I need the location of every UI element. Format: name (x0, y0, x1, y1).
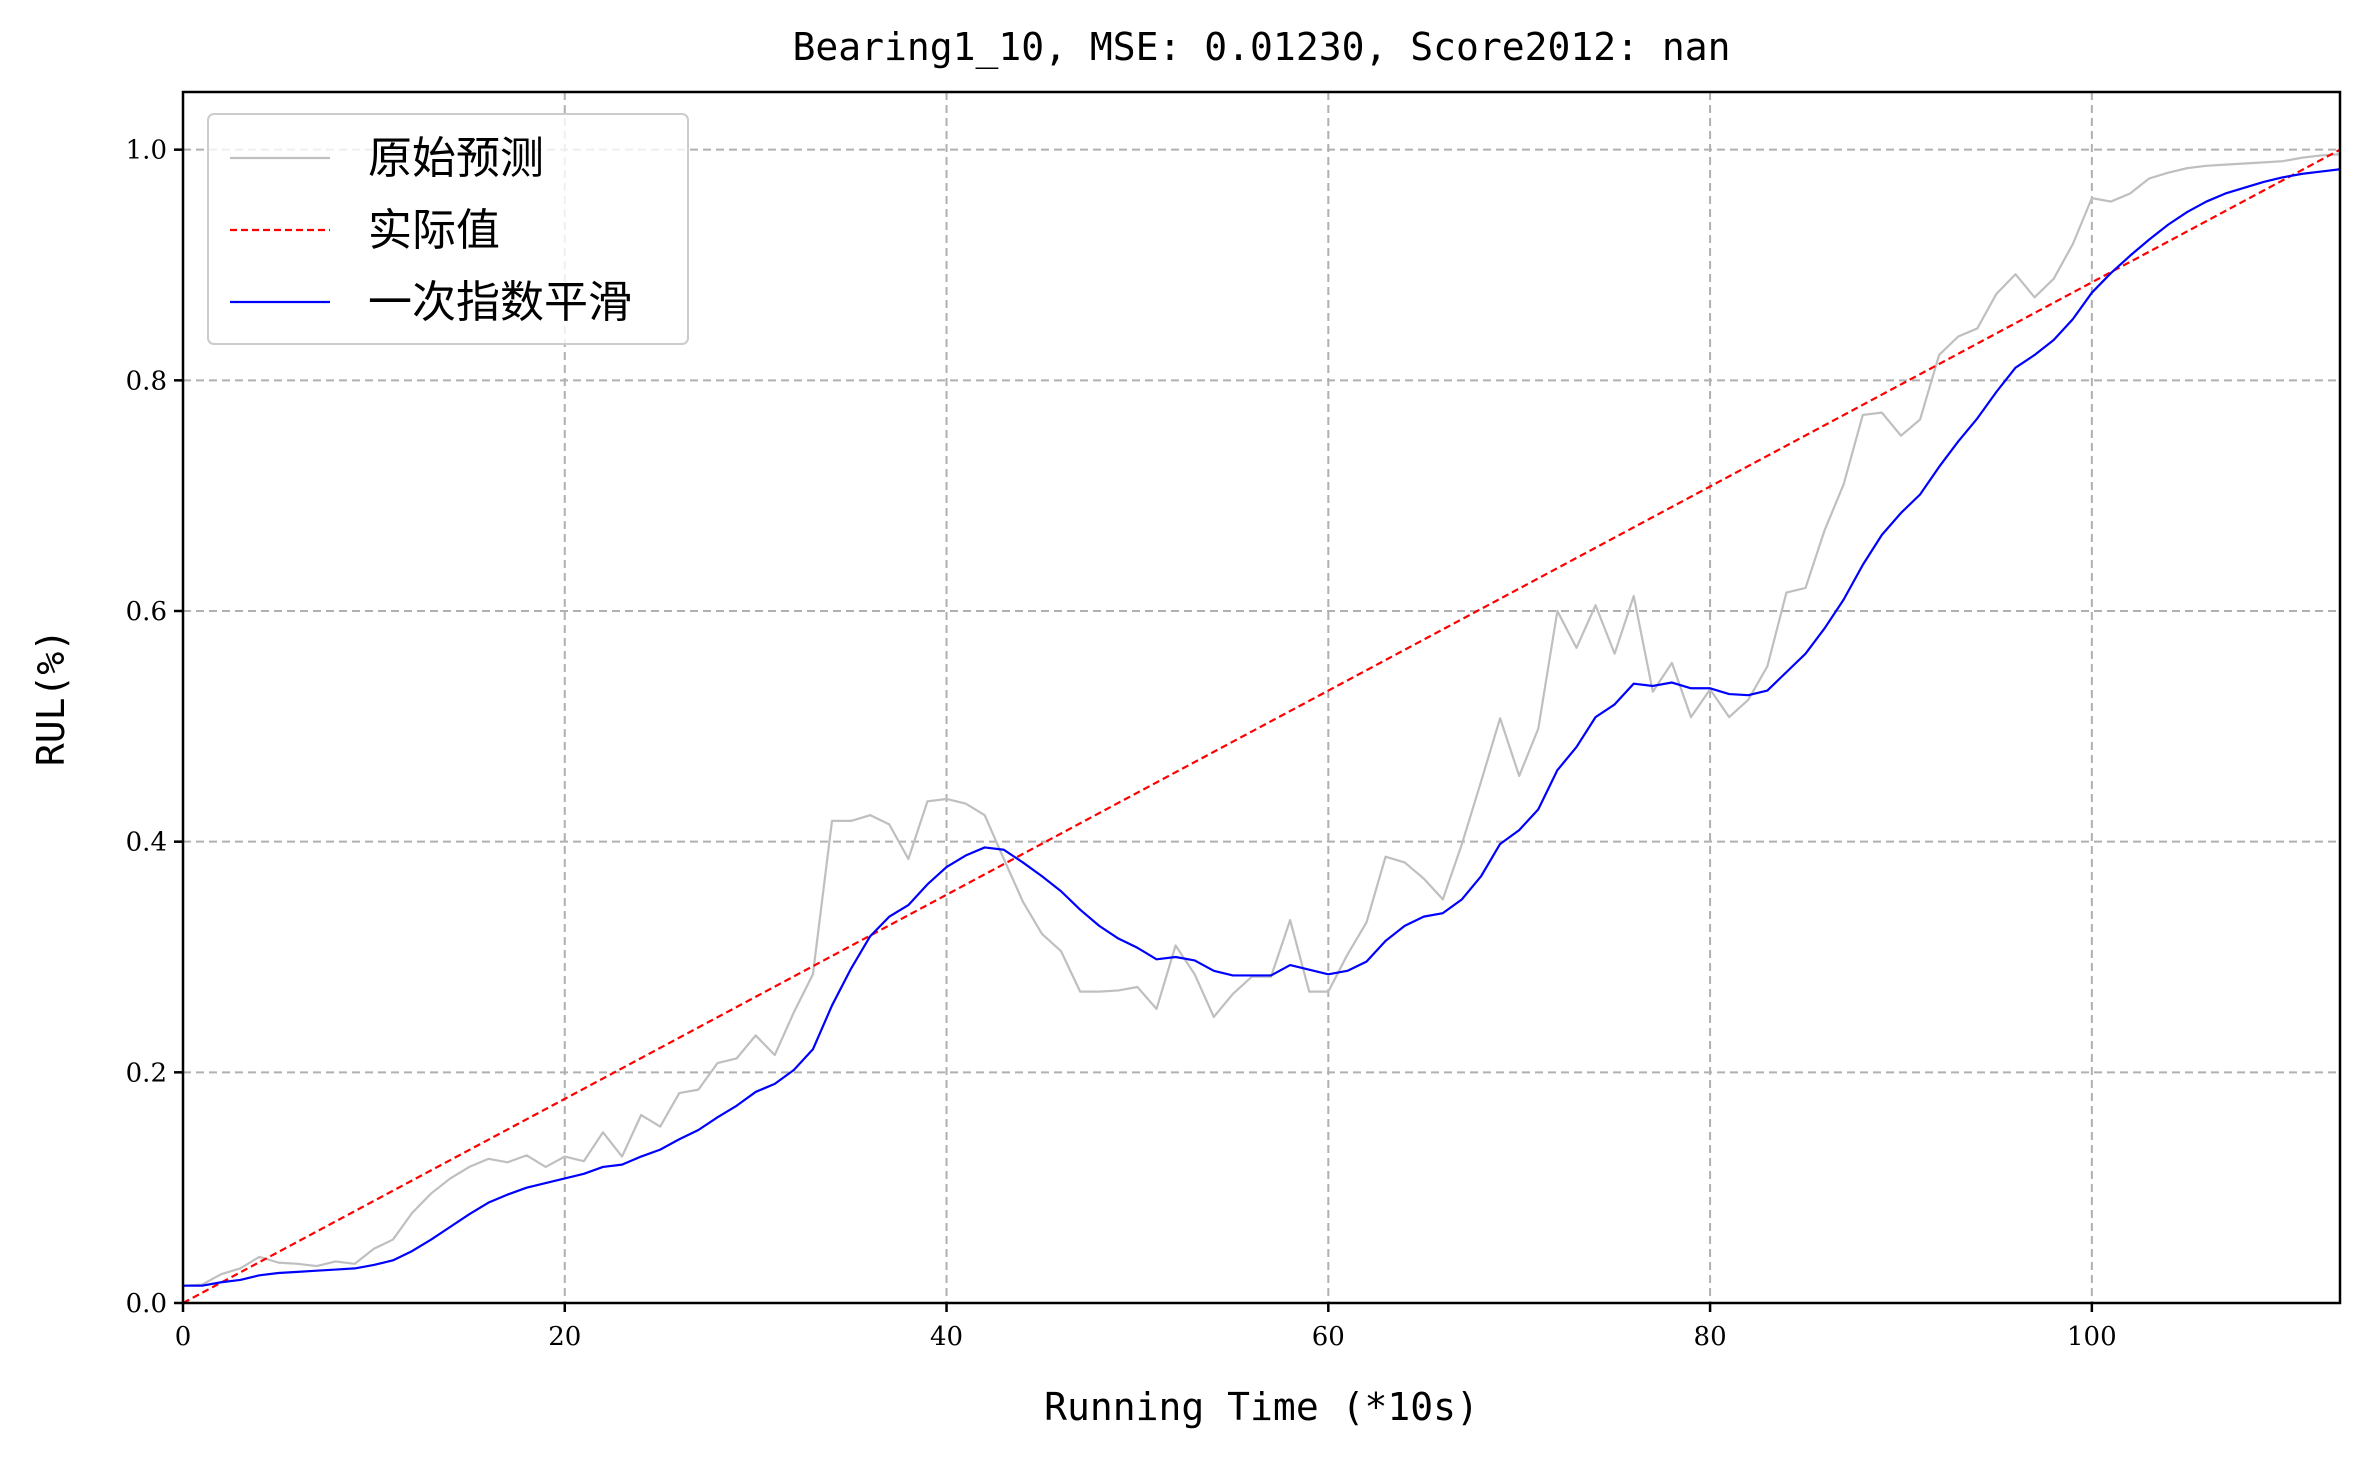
y-axis-label: RUL(%) (29, 629, 73, 766)
x-tick-label-5: 100 (2067, 1322, 2117, 1352)
y-tick-label-4: 0.8 (126, 366, 167, 396)
legend-box (207, 113, 689, 345)
plot-lines (182, 148, 2341, 1304)
y-tick-label-2: 0.4 (126, 828, 167, 858)
x-tick-label-3: 60 (1312, 1322, 1345, 1352)
y-tick-label-0: 0.0 (126, 1289, 167, 1319)
axis-ticks (174, 148, 2094, 1312)
x-axis-label: Running Time (*10s) (1044, 1385, 1479, 1429)
y-tick-label-3: 0.6 (126, 597, 167, 627)
y-tick-label-5: 1.0 (126, 136, 167, 166)
tick-labels: 0 20 40 60 80 100 0.0 0.2 0.4 0.6 0.8 1.0 (126, 136, 2117, 1352)
legend-label-2: 一次指数平滑 (368, 277, 632, 328)
plot-frame (181, 90, 2342, 1305)
x-tick-label-4: 80 (1694, 1322, 1727, 1352)
series-line-2 (183, 168, 2341, 1287)
series-line-1 (182, 148, 2341, 1304)
y-tick-label-1: 0.2 (126, 1058, 167, 1088)
x-tick-label-2: 40 (930, 1322, 963, 1352)
legend-label-0: 原始预测 (368, 133, 544, 184)
x-tick-label-1: 20 (548, 1322, 581, 1352)
legend-label-1: 实际值 (368, 205, 500, 256)
x-tick-label-0: 0 (175, 1322, 192, 1352)
chart-title: Bearing1_10, MSE: 0.01230, Score2012: na… (793, 25, 1731, 70)
series-line-0 (182, 153, 2341, 1287)
